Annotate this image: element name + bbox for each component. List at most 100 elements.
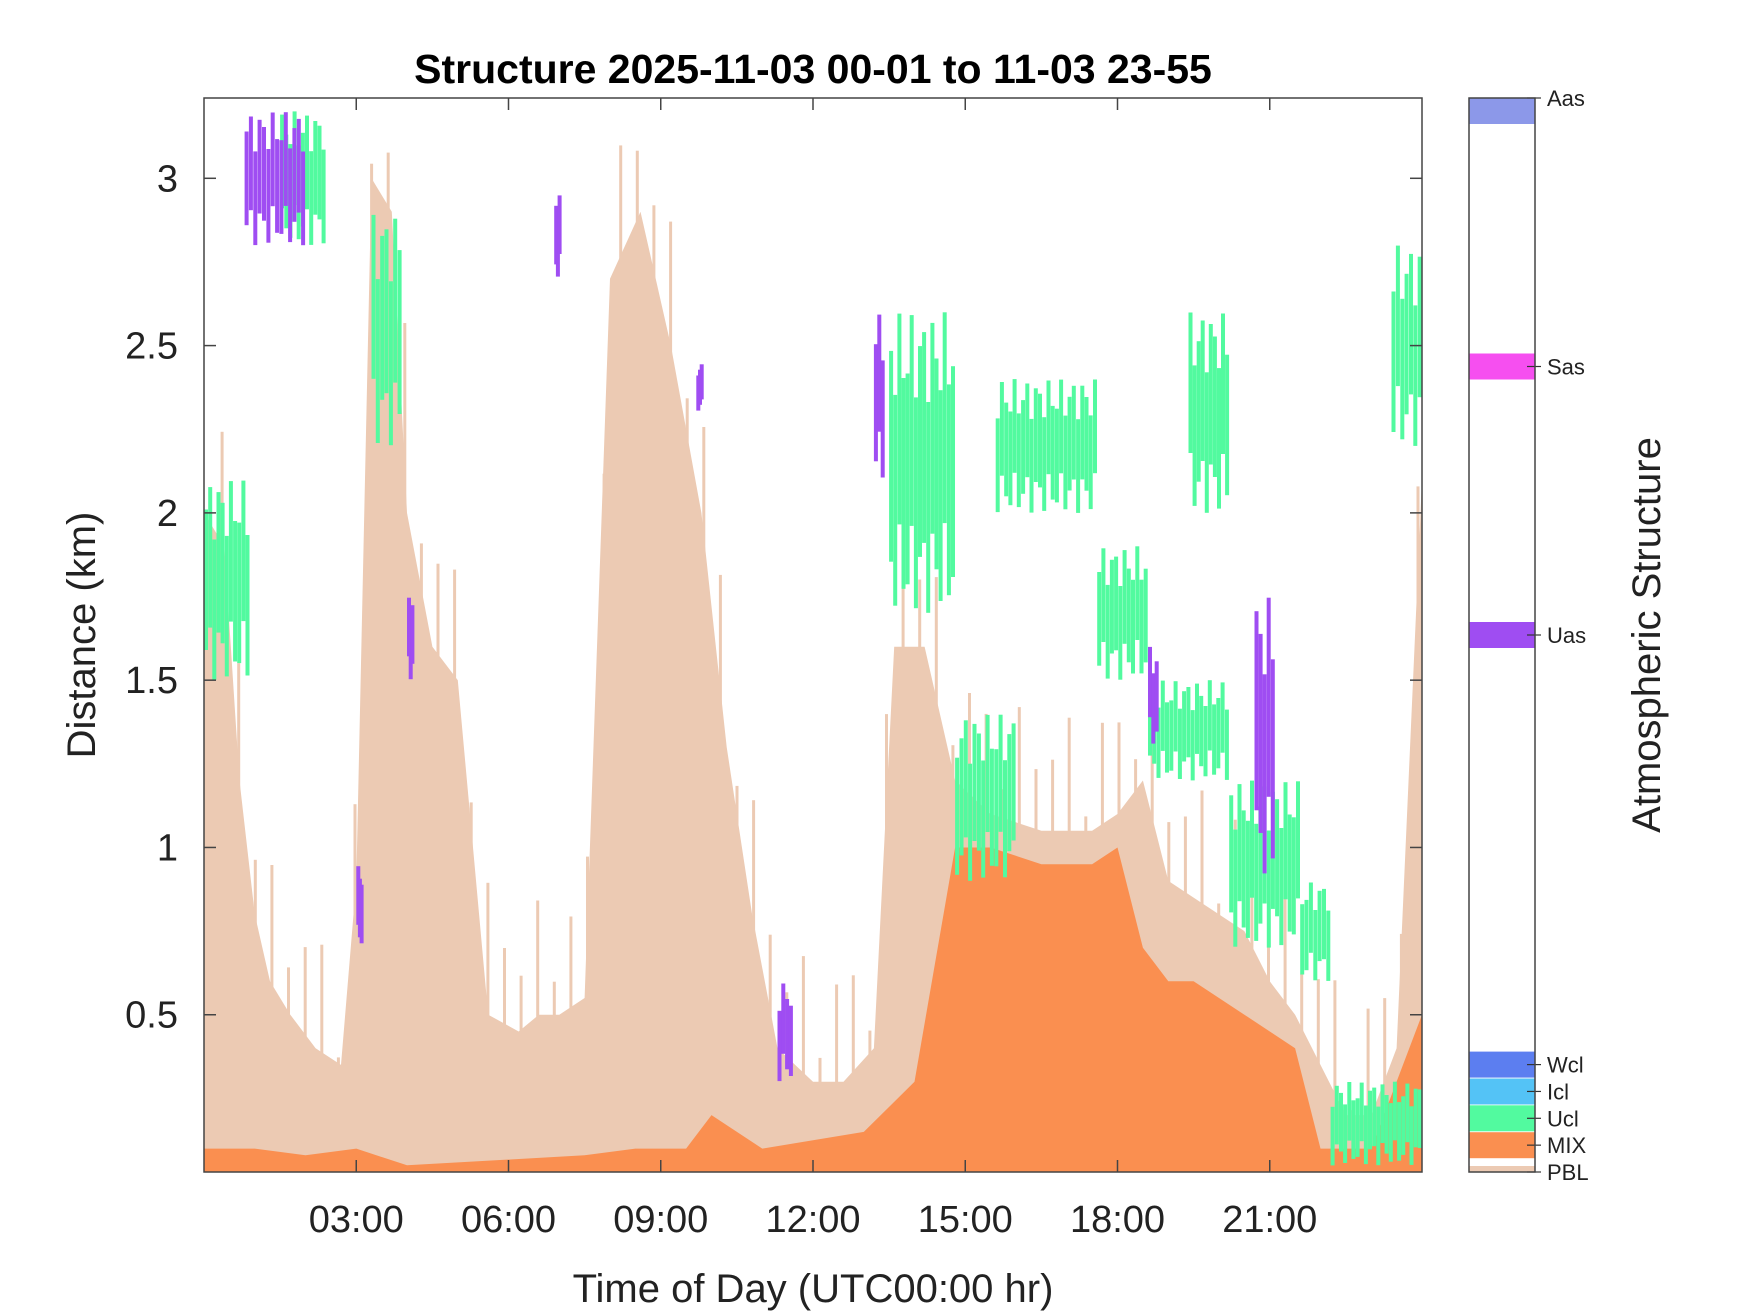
uas-aerosol-strip [262, 127, 266, 221]
ucl-cloud-strip [1105, 584, 1110, 679]
colorbar-label: Atmospheric Structure [1625, 437, 1669, 833]
ucl-cloud-strip [1208, 324, 1213, 465]
pbl-column [1399, 933, 1403, 1172]
colorbar-tick-label: Wcl [1547, 1053, 1584, 1078]
ucl-cloud-strip [1283, 782, 1288, 900]
pbl-column [336, 1057, 340, 1172]
pbl-column [303, 947, 307, 1172]
ucl-cloud-strip [1229, 795, 1234, 913]
colorbar-swatch-wcl [1469, 1051, 1535, 1078]
ucl-cloud-strip [1221, 313, 1225, 454]
pbl-column [1283, 882, 1287, 1172]
ucl-cloud-strip [321, 149, 326, 244]
ucl-cloud-strip [1046, 380, 1051, 475]
ucl-cloud-strip [905, 373, 910, 585]
ucl-cloud-strip [1038, 393, 1042, 488]
ucl-cloud-strip [1203, 706, 1208, 777]
pbl-column [552, 981, 556, 1172]
uas-aerosol-strip [557, 195, 562, 254]
pbl-column [818, 1057, 822, 1172]
ucl-cloud-strip [208, 487, 213, 628]
x-tick-label: 06:00 [461, 1199, 556, 1241]
pbl-column [718, 574, 722, 1172]
x-axis: 03:00 06:00 09:00 12:00 15:00 18:00 21:00 [309, 98, 1317, 1241]
ucl-cloud-strip [1217, 368, 1221, 509]
ucl-cloud-strip [1304, 899, 1309, 971]
uas-aerosol-strip [785, 999, 790, 1070]
pbl-column [801, 956, 805, 1172]
colorbar-swatch-icl [1469, 1078, 1535, 1105]
ucl-cloud-strip [1308, 882, 1313, 953]
pbl-column [503, 948, 506, 1172]
ucl-cloud-strip [1007, 734, 1012, 852]
ucl-cloud-strip [989, 748, 994, 866]
ucl-cloud-strip [985, 714, 990, 832]
ucl-cloud-strip [1334, 1085, 1339, 1145]
uas-aerosol-strip [777, 1010, 782, 1082]
uas-aerosol-strip [248, 116, 253, 211]
ucl-cloud-strip [1372, 1087, 1377, 1147]
ucl-cloud-strip [995, 418, 1000, 513]
ucl-cloud-strip [1207, 680, 1212, 751]
ucl-cloud-strip [955, 757, 960, 875]
pbl-column [1316, 979, 1320, 1172]
uas-aerosol-strip [266, 149, 271, 243]
ucl-cloud-strip [998, 714, 1003, 832]
ucl-cloud-strip [1405, 1083, 1410, 1143]
pbl-column [785, 992, 789, 1172]
ucl-cloud-strip [1330, 1106, 1335, 1166]
ucl-cloud-strip [1326, 910, 1331, 981]
ucl-cloud-strip [1401, 1096, 1406, 1155]
ucl-cloud-strip [1169, 700, 1174, 771]
pbl-column [469, 802, 473, 1172]
ucl-cloud-strip [1190, 710, 1195, 781]
y-tick-label: 2.5 [125, 326, 178, 368]
pbl-column [835, 984, 839, 1172]
uas-aerosol-strip [877, 314, 882, 432]
uas-aerosol-strip [1154, 661, 1159, 732]
uas-aerosol-strip [1266, 597, 1271, 797]
ucl-cloud-strip [1148, 685, 1152, 756]
ucl-cloud-strip [1359, 1082, 1364, 1142]
x-tick-label: 18:00 [1070, 1199, 1165, 1241]
uas-aerosol-strip [1262, 674, 1267, 874]
pbl-column [918, 579, 922, 1172]
colorbar-swatch-pbl [1469, 1166, 1535, 1172]
pbl-column [486, 882, 490, 1172]
ucl-cloud-strip [1182, 691, 1187, 762]
ucl-cloud-strip [1339, 1092, 1343, 1152]
y-tick-label: 1 [157, 827, 178, 869]
ucl-cloud-strip [309, 151, 314, 245]
pbl-column [519, 975, 523, 1172]
pbl-column [901, 583, 905, 1172]
uas-aerosol-strip [257, 119, 262, 214]
ucl-cloud-strip [1008, 411, 1013, 506]
ucl-cloud-strip [1384, 1095, 1389, 1154]
ucl-cloud-strip [1225, 354, 1230, 496]
ucl-cloud-strip [1376, 1106, 1381, 1166]
ucl-cloud-strip [241, 480, 246, 622]
uas-aerosol-strip [1151, 673, 1156, 744]
ucl-cloud-strip [233, 521, 238, 662]
ucl-cloud-strip [1275, 799, 1280, 917]
colorbar-tick-label: Ucl [1547, 1106, 1579, 1131]
ucl-cloud-strip [1388, 1103, 1393, 1162]
ucl-cloud-strip [1084, 397, 1089, 491]
uas-aerosol-strip [788, 1005, 793, 1076]
pbl-column [1383, 998, 1387, 1172]
uas-aerosol-strip [781, 983, 786, 1054]
y-tick-label: 3 [157, 158, 178, 200]
ucl-cloud-strip [1093, 379, 1097, 474]
pbl-column [370, 163, 374, 1172]
pbl-column [702, 427, 706, 1172]
ucl-cloud-strip [1173, 681, 1178, 752]
ucl-cloud-strip [237, 522, 242, 664]
uas-aerosol-strip [292, 128, 297, 222]
ucl-cloud-strip [375, 279, 380, 443]
colorbar-swatch-aas [1469, 98, 1535, 124]
ucl-cloud-strip [1088, 415, 1093, 510]
ucl-cloud-strip [1200, 320, 1205, 461]
pbl-column [602, 473, 606, 1172]
colorbar-tick-label: Icl [1547, 1079, 1569, 1104]
ucl-cloud-strip [1050, 405, 1055, 500]
